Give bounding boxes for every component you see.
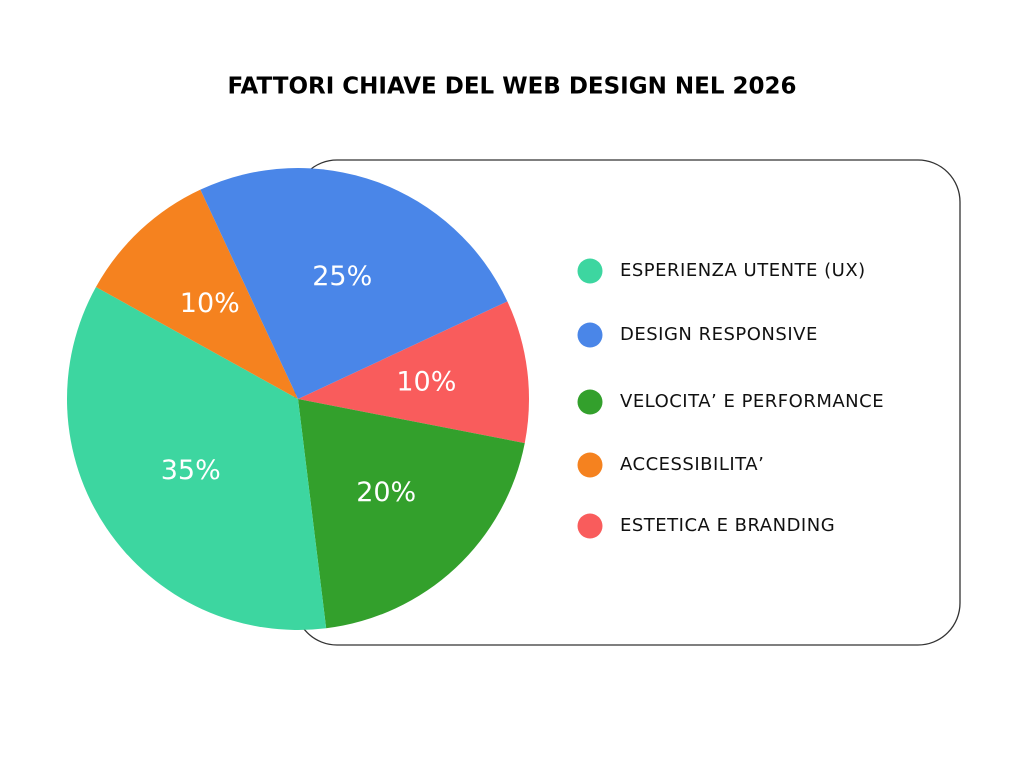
legend-swatch: [577, 322, 603, 348]
legend-label: VELOCITA’ E PERFORMANCE: [620, 391, 884, 412]
legend-label: DESIGN RESPONSIVE: [620, 324, 818, 345]
legend-label: ESTETICA E BRANDING: [620, 515, 835, 536]
pie-slice: [200, 168, 508, 399]
legend-swatch: [577, 513, 603, 539]
legend-label: ACCESSIBILITA’: [620, 454, 764, 475]
data-label: 20%: [356, 477, 416, 508]
chart-title: FATTORI CHIAVE DEL WEB DESIGN NEL 2026: [227, 74, 796, 100]
pie-slice: [67, 287, 327, 630]
pie-slice: [95, 189, 298, 399]
legend-swatch: [577, 452, 603, 478]
data-label: 10%: [396, 367, 456, 398]
pie-slice: [298, 399, 525, 629]
pie-slice: [298, 301, 529, 444]
legend-label: ESPERIENZA UTENTE (UX): [620, 260, 866, 281]
legend-swatch: [577, 258, 603, 284]
data-label: 35%: [161, 455, 221, 486]
data-label: 10%: [180, 288, 240, 319]
data-label: 25%: [312, 261, 372, 292]
legend-swatch: [577, 389, 603, 415]
